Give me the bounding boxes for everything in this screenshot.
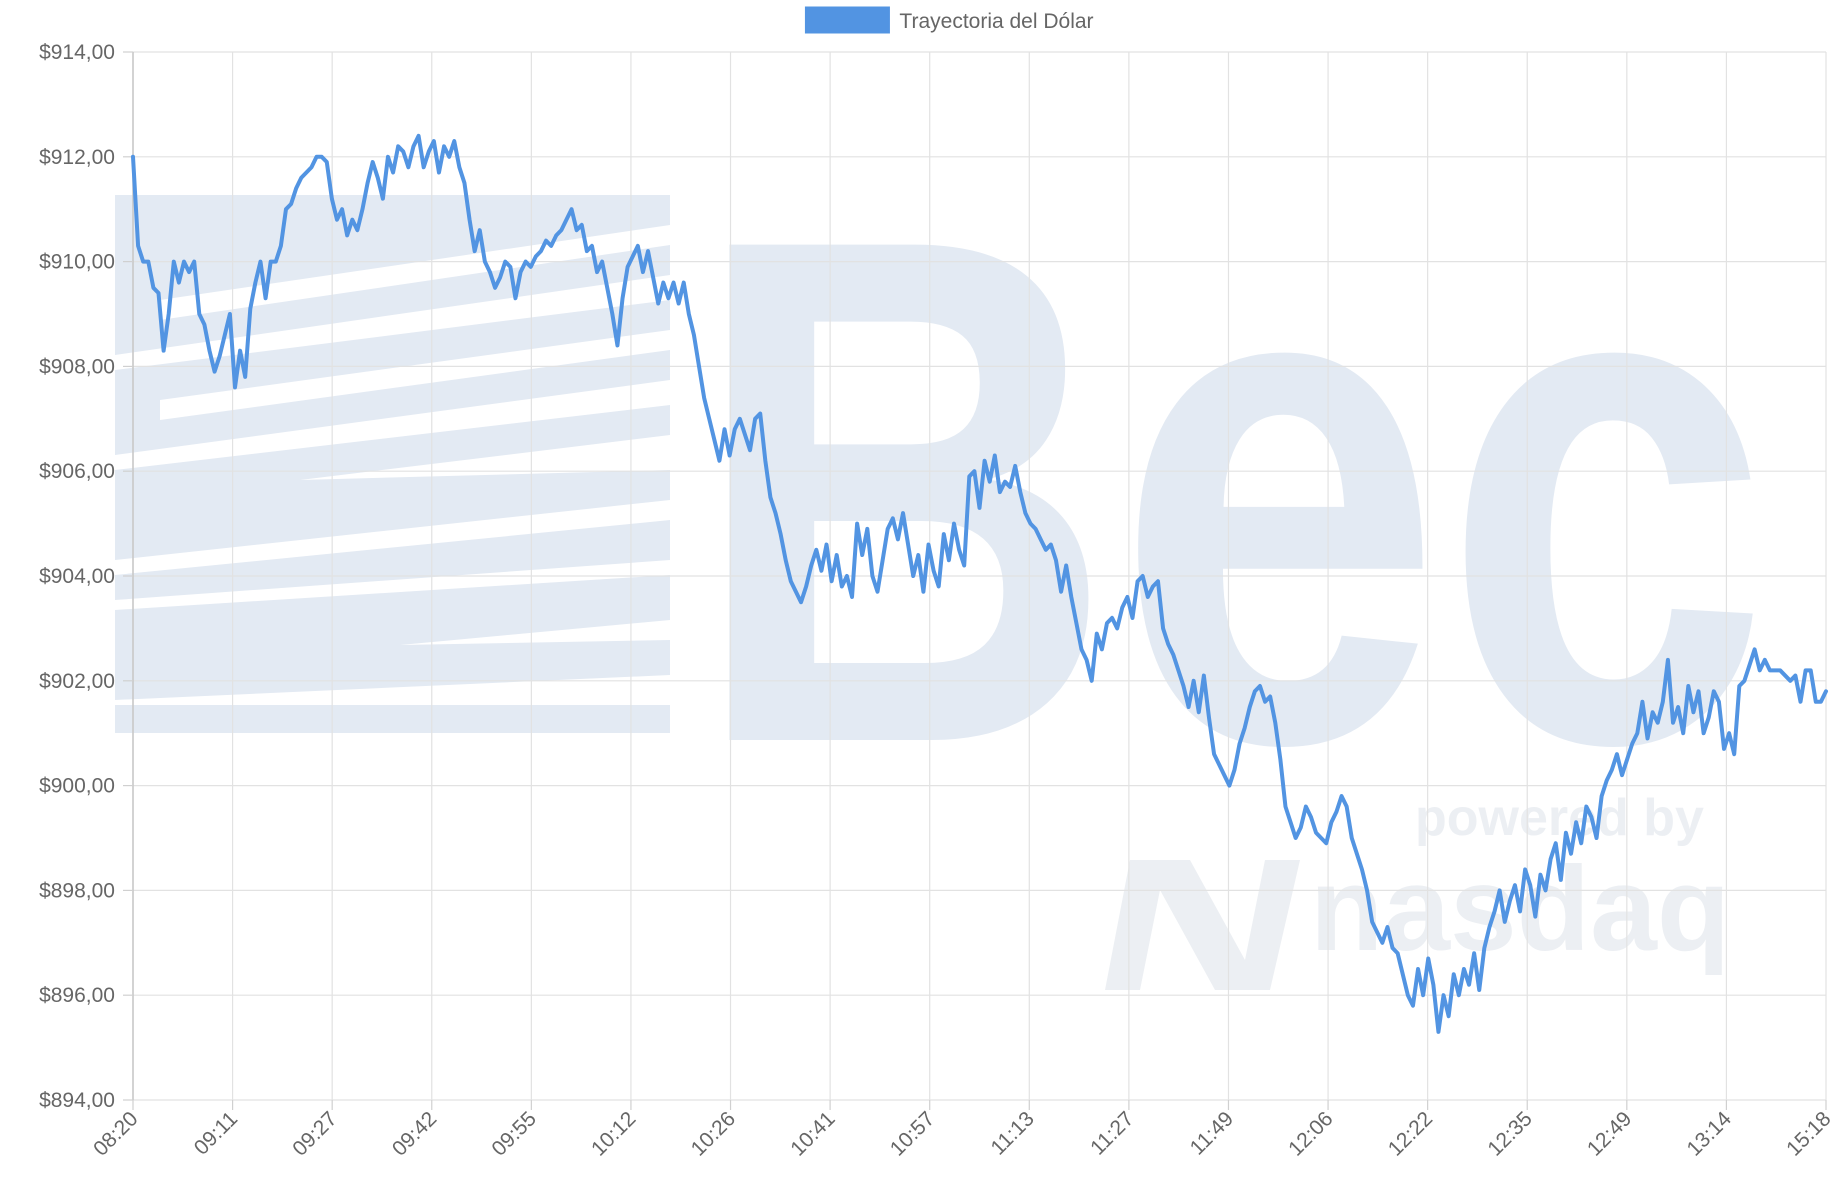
x-tick-label: 11:13 (987, 1107, 1039, 1159)
y-tick-label: $914,00 (39, 41, 115, 64)
y-tick-label: $908,00 (39, 355, 115, 378)
legend-label[interactable]: Trayectoria del Dólar (899, 10, 1093, 33)
y-tick-label: $898,00 (39, 879, 115, 902)
x-tick-label: 10:12 (587, 1107, 640, 1160)
x-tick-label: 12:22 (1384, 1107, 1437, 1160)
x-tick-label: 09:11 (190, 1107, 242, 1159)
x-tick-label: 10:26 (687, 1107, 740, 1160)
grid (132, 51, 1827, 1101)
y-tick-label: $896,00 (39, 984, 115, 1007)
series-line-trayectoria-del-dolar (131, 133, 1828, 1034)
x-tick-label: 12:49 (1583, 1107, 1636, 1160)
y-tick-label: $906,00 (39, 460, 115, 483)
y-tick-label: $894,00 (39, 1089, 115, 1112)
y-tick-label: $910,00 (39, 251, 115, 274)
x-tick-label: 08:20 (89, 1107, 142, 1160)
x-tick-label: 12:06 (1284, 1107, 1337, 1160)
x-tick-label: 11:27 (1086, 1107, 1138, 1159)
legend: Trayectoria del Dólar (804, 6, 1094, 34)
legend-swatch (804, 6, 890, 34)
x-tick-label: 10:57 (886, 1107, 939, 1160)
x-tick-label: 11:49 (1186, 1107, 1238, 1159)
y-tick-label: $912,00 (39, 146, 115, 169)
series-layer (131, 133, 1828, 1034)
x-tick-label: 13:14 (1683, 1107, 1737, 1161)
x-tick-label: 09:55 (487, 1107, 540, 1160)
x-tick-label: 12:35 (1483, 1107, 1536, 1160)
watermark-tagline: powered by (1415, 789, 1704, 847)
x-tick-label: 09:27 (288, 1107, 341, 1160)
watermark-logo: Bec (690, 88, 1770, 893)
x-tick-label: 10:41 (786, 1107, 839, 1160)
nasdaq-logo-icon (1105, 860, 1300, 990)
y-tick-label: $900,00 (39, 775, 115, 798)
x-tick-label: 09:42 (388, 1107, 441, 1160)
bec-flag-icon (115, 195, 670, 733)
y-tick-label: $904,00 (39, 565, 115, 588)
x-tick-label: 15:18 (1782, 1107, 1834, 1160)
y-tick-label: $902,00 (39, 670, 115, 693)
